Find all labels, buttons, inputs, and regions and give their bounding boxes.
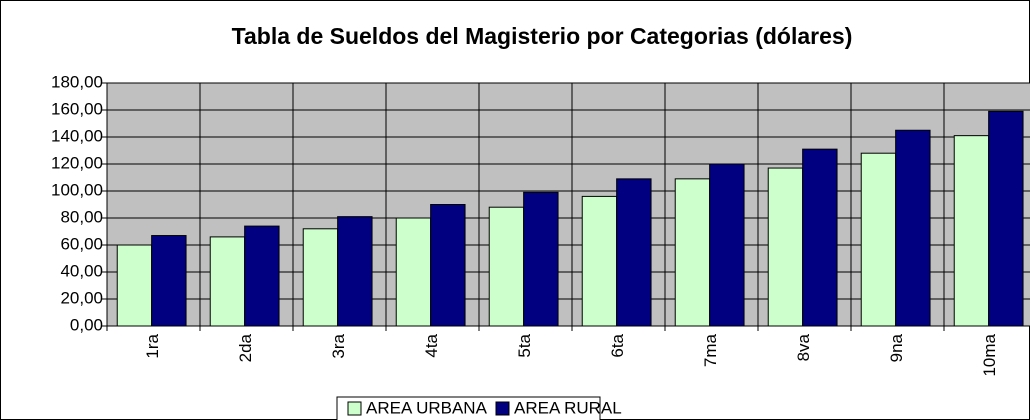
bar bbox=[895, 129, 931, 327]
bar bbox=[860, 152, 897, 327]
legend-label: AREA RURAL bbox=[514, 398, 622, 417]
legend-box bbox=[336, 396, 601, 420]
bar bbox=[302, 228, 339, 327]
y-tick-label: 0,00 bbox=[70, 315, 103, 334]
x-tick-label: 9na bbox=[887, 333, 906, 362]
bar bbox=[953, 135, 990, 327]
bar bbox=[802, 148, 838, 327]
x-tick-label: 1ra bbox=[143, 333, 162, 358]
x-tick-label: 10ma bbox=[980, 333, 999, 376]
bar bbox=[116, 244, 153, 327]
x-tick-label: 5ta bbox=[515, 333, 534, 357]
x-tick-label: 2da bbox=[236, 333, 255, 362]
x-tick-label: 6ta bbox=[608, 333, 627, 357]
y-tick-label: 120,00 bbox=[51, 153, 103, 172]
bar bbox=[523, 191, 559, 327]
y-tick-label: 60,00 bbox=[60, 234, 103, 253]
bar bbox=[674, 178, 711, 327]
bar bbox=[616, 178, 652, 327]
y-tick-label: 80,00 bbox=[60, 207, 103, 226]
y-tick-label: 180,00 bbox=[51, 72, 103, 91]
y-tick-label: 100,00 bbox=[51, 180, 103, 199]
y-tick-label: 20,00 bbox=[60, 288, 103, 307]
bar bbox=[767, 167, 804, 327]
y-tick-label: 40,00 bbox=[60, 261, 103, 280]
legend-swatch bbox=[495, 401, 510, 416]
y-tick-label: 140,00 bbox=[51, 126, 103, 145]
bar bbox=[244, 225, 280, 327]
bar bbox=[395, 217, 432, 327]
bar bbox=[988, 110, 1024, 327]
x-tick-label: 3ra bbox=[329, 333, 348, 358]
x-tick-label: 4ta bbox=[422, 333, 441, 357]
chart-title: Tabla de Sueldos del Magisterio por Cate… bbox=[232, 23, 853, 49]
bar bbox=[581, 195, 618, 327]
bar bbox=[488, 206, 525, 327]
bar bbox=[151, 235, 187, 327]
bar bbox=[337, 216, 373, 327]
bar bbox=[209, 236, 246, 327]
legend-label: AREA URBANA bbox=[366, 398, 488, 417]
y-tick-label: 160,00 bbox=[51, 99, 103, 118]
legend-swatch bbox=[347, 401, 362, 416]
x-tick-label: 8va bbox=[794, 333, 813, 361]
x-tick-label: 7ma bbox=[701, 333, 720, 367]
bar bbox=[709, 163, 745, 327]
bar bbox=[430, 204, 466, 327]
